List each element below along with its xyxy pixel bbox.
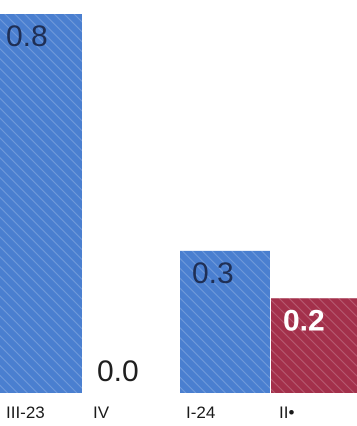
category-labels-group: III-23 IV I-24 II• — [6, 403, 294, 422]
category-label-III-23: III-23 — [6, 403, 45, 422]
value-label-III-23: 0.8 — [6, 20, 48, 53]
category-label-I-24: I-24 — [186, 403, 215, 422]
value-labels-group: 0.8 0.0 0.3 0.2 — [6, 20, 325, 388]
value-label-IV: 0.0 — [97, 355, 139, 388]
bars-group — [0, 14, 357, 393]
value-label-II*: 0.2 — [283, 304, 325, 337]
category-label-IV: IV — [93, 403, 110, 422]
bar-hatch-I-24 — [180, 250, 270, 393]
bar-hatch-II* — [271, 298, 357, 393]
category-label-II*: II• — [279, 403, 294, 422]
value-label-I-24: 0.3 — [192, 257, 234, 290]
bar-hatch-III-23 — [0, 14, 82, 393]
